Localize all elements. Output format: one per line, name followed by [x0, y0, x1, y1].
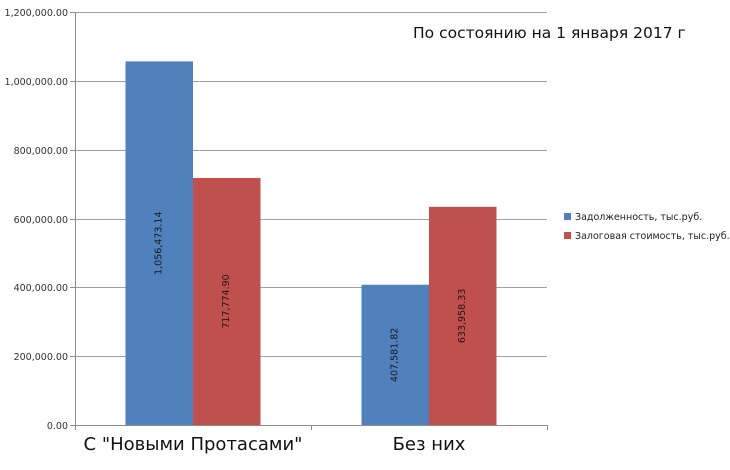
y-tick-label: 1,200,000.00 [5, 8, 68, 19]
bar[interactable] [429, 206, 497, 425]
data-label: 407,581.82 [390, 328, 401, 382]
bars: 1,056,473.14 717,774.90 407,581.82 633,958.… [125, 61, 497, 426]
data-label: 633,958.33 [457, 289, 468, 343]
y-tick-label: 0.00 [47, 421, 68, 432]
chart-title: По состоянию на 1 января 2017 г [413, 24, 686, 42]
y-tick-label: 1,000,000.00 [5, 77, 68, 88]
x-category-label: Без них [393, 434, 466, 455]
y-tick-label: 200,000.00 [14, 352, 68, 363]
y-tick-label: 400,000.00 [14, 283, 68, 294]
x-category-label: С "Новыми Протасами" [84, 434, 303, 455]
data-label: 1,056,473.14 [154, 211, 165, 274]
x-axis: С "Новыми Протасами" Без них [75, 425, 548, 455]
legend-swatch [564, 213, 571, 220]
legend-label: Залоговая стоимость, тыс.руб. [575, 231, 730, 242]
bar[interactable] [361, 284, 430, 425]
y-tick-label: 800,000.00 [14, 146, 68, 157]
legend: Задолженность, тыс.руб. Залоговая стоимос… [564, 212, 730, 242]
bar[interactable] [125, 61, 194, 426]
legend-label: Задолженность, тыс.руб. [575, 212, 702, 223]
data-label: 717,774.90 [221, 274, 232, 328]
y-axis: 0.00 200,000.00 400,000.00 600,000.00 800,00… [5, 8, 76, 432]
y-tick-label: 600,000.00 [14, 215, 68, 226]
legend-swatch [564, 232, 571, 239]
bar[interactable] [193, 177, 261, 425]
